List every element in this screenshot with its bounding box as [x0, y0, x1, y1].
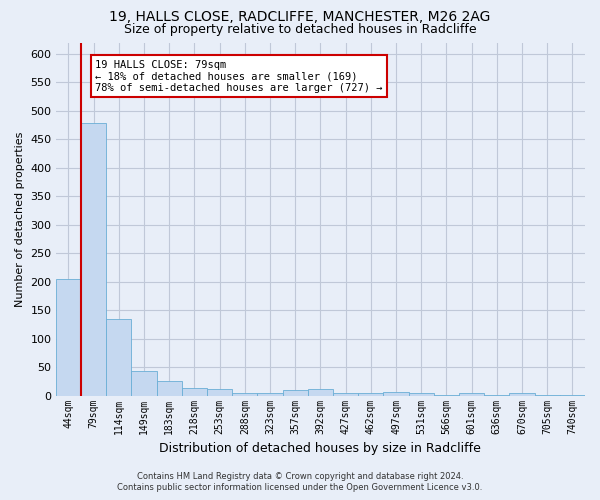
Text: 19 HALLS CLOSE: 79sqm
← 18% of detached houses are smaller (169)
78% of semi-det: 19 HALLS CLOSE: 79sqm ← 18% of detached … [95, 60, 382, 93]
Bar [106, 318, 131, 396]
Bar [283, 390, 308, 396]
Y-axis label: Number of detached properties: Number of detached properties [15, 132, 25, 307]
Bar [535, 395, 560, 396]
Bar [434, 395, 459, 396]
Bar [56, 279, 81, 396]
Bar [207, 389, 232, 396]
Bar [509, 393, 535, 396]
Bar [459, 393, 484, 396]
Bar [333, 393, 358, 396]
Text: 19, HALLS CLOSE, RADCLIFFE, MANCHESTER, M26 2AG: 19, HALLS CLOSE, RADCLIFFE, MANCHESTER, … [109, 10, 491, 24]
Bar [560, 395, 585, 396]
Bar [81, 124, 106, 396]
Bar [257, 393, 283, 396]
Text: Size of property relative to detached houses in Radcliffe: Size of property relative to detached ho… [124, 22, 476, 36]
Bar [409, 393, 434, 396]
Bar [383, 392, 409, 396]
Bar [131, 371, 157, 396]
Bar [484, 395, 509, 396]
Bar [232, 393, 257, 396]
Text: Contains HM Land Registry data © Crown copyright and database right 2024.
Contai: Contains HM Land Registry data © Crown c… [118, 472, 482, 492]
Bar [157, 382, 182, 396]
Bar [358, 393, 383, 396]
X-axis label: Distribution of detached houses by size in Radcliffe: Distribution of detached houses by size … [160, 442, 481, 455]
Bar [308, 390, 333, 396]
Bar [182, 388, 207, 396]
